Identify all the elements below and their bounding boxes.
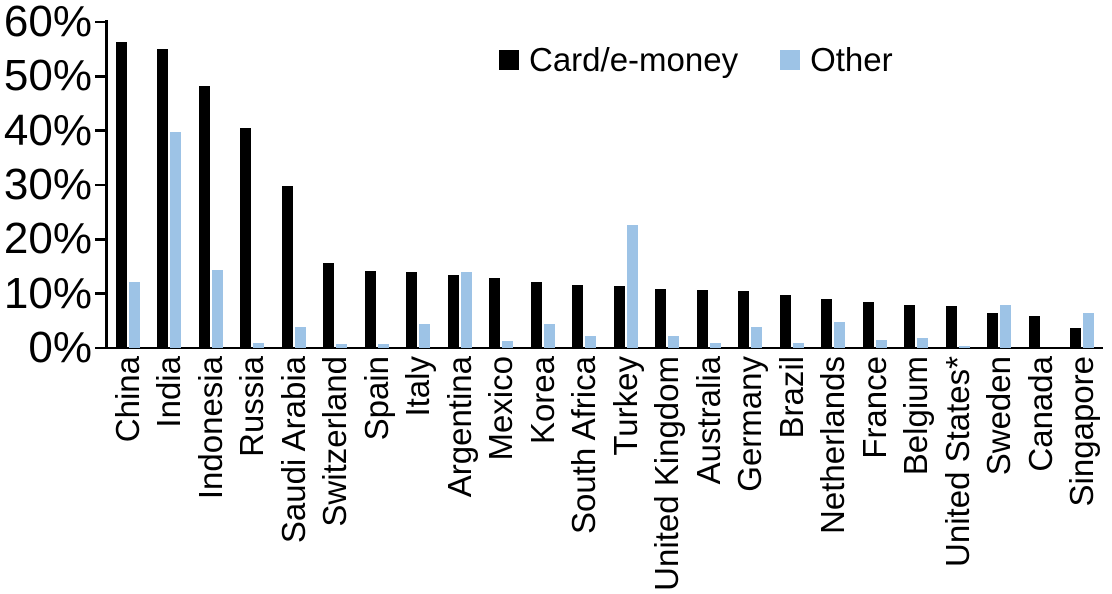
x-axis-label: South Africa — [565, 356, 603, 534]
bar-other — [917, 337, 929, 348]
x-axis-label: Saudi Arabia — [274, 356, 312, 544]
bar-card-e-money — [779, 295, 791, 348]
legend-swatch-other — [780, 50, 801, 70]
bar-card-e-money — [1070, 327, 1082, 348]
x-axis-label: Singapore — [1063, 356, 1101, 507]
bar-other — [460, 272, 472, 348]
y-axis-tick-label: 10% — [3, 268, 92, 318]
bar-other — [502, 341, 514, 348]
x-axis-label: Turkey — [606, 356, 644, 456]
legend-label-other: Other — [810, 41, 893, 78]
y-axis-tick-label: 50% — [3, 51, 92, 101]
legend-swatch-card-e-money — [499, 50, 519, 70]
x-axis-label: Korea — [523, 356, 561, 445]
x-axis-label: France — [855, 356, 893, 459]
bar-card-e-money — [987, 312, 999, 348]
bar-card-e-money — [323, 263, 335, 348]
x-axis-label: United States* — [938, 356, 976, 567]
x-axis-line — [105, 346, 1103, 349]
bar-card-e-money — [655, 288, 667, 348]
y-axis-tick-label: 30% — [3, 160, 92, 209]
bar-other — [211, 269, 223, 348]
bar-card-e-money — [281, 185, 293, 348]
y-axis-tick-label: 20% — [3, 214, 92, 264]
y-axis-tick — [95, 20, 106, 24]
y-axis-tick — [95, 292, 106, 295]
y-axis-line — [105, 20, 108, 348]
x-axis-label: Mexico — [482, 356, 520, 461]
x-axis-label: Brazil — [772, 356, 810, 439]
bar-other — [626, 225, 638, 348]
bar-card-e-money — [364, 271, 376, 348]
x-axis-label: Germany — [731, 356, 769, 492]
bar-card-e-money — [821, 298, 833, 348]
y-axis-tick-label: 0% — [28, 323, 92, 372]
y-axis-tick-label: 60% — [3, 0, 92, 46]
x-axis-label: China — [108, 356, 146, 443]
bar-card-e-money — [904, 304, 916, 348]
y-axis-tick — [95, 238, 106, 241]
bar-card-e-money — [240, 128, 252, 348]
bar-card-e-money — [696, 289, 708, 348]
x-axis-label: United Kingdom — [648, 356, 686, 591]
x-axis-label: Switzerland — [316, 356, 354, 527]
x-axis-label: Australia — [689, 356, 727, 485]
bar-other — [875, 340, 887, 348]
x-axis-label: Indonesia — [191, 356, 229, 500]
x-axis-label: Netherlands — [814, 356, 852, 534]
bar-card-e-money — [945, 306, 957, 348]
bar-card-e-money — [157, 48, 169, 348]
bar-other — [419, 324, 431, 348]
bar-other — [336, 344, 348, 348]
x-axis-label: Spain — [357, 356, 395, 441]
y-axis-tick — [95, 75, 106, 78]
y-axis-tick — [95, 129, 106, 132]
y-axis-tick — [95, 183, 106, 187]
bar-card-e-money — [530, 282, 542, 348]
bar-card-e-money — [406, 271, 418, 348]
x-axis-label: Russia — [233, 356, 271, 457]
bar-other — [170, 132, 182, 348]
x-axis-label: India — [150, 356, 188, 428]
legend-item-other: Other — [780, 42, 893, 78]
bar-card-e-money — [613, 285, 625, 348]
y-axis-tick — [95, 346, 106, 350]
bar-other — [958, 346, 970, 348]
bar-card-e-money — [115, 42, 127, 348]
y-axis-tick-label: 40% — [3, 105, 92, 155]
legend-label-card-e-money: Card/e-money — [529, 41, 739, 78]
bar-card-e-money — [862, 302, 874, 348]
bar-other — [253, 343, 265, 348]
bar-other — [792, 342, 804, 348]
bar-other — [543, 323, 555, 348]
x-axis-label: Italy — [399, 356, 437, 417]
bar-card-e-money — [572, 284, 584, 348]
bar-other — [585, 336, 597, 348]
bar-card-e-money — [1028, 316, 1040, 348]
bar-other — [1083, 312, 1095, 348]
legend-item-card-e-money: Card/e-money — [499, 42, 738, 78]
x-axis-label: Argentina — [440, 356, 478, 498]
legend: Card/e-money Other — [499, 42, 893, 78]
bar-other — [751, 326, 763, 348]
bar-other — [1000, 305, 1012, 348]
bar-other — [377, 343, 389, 348]
bar-card-e-money — [738, 290, 750, 348]
bar-card-e-money — [198, 86, 210, 348]
bar-other — [668, 335, 680, 348]
x-axis-label: Belgium — [897, 356, 935, 476]
x-axis-label: Canada — [1021, 356, 1059, 472]
bar-card-e-money — [447, 275, 459, 348]
bar-other — [709, 342, 721, 348]
bar-other — [294, 327, 306, 348]
x-axis-label: Sweden — [980, 356, 1018, 476]
bar-other — [128, 281, 140, 348]
bar-card-e-money — [489, 278, 501, 348]
bar-other — [834, 322, 846, 348]
